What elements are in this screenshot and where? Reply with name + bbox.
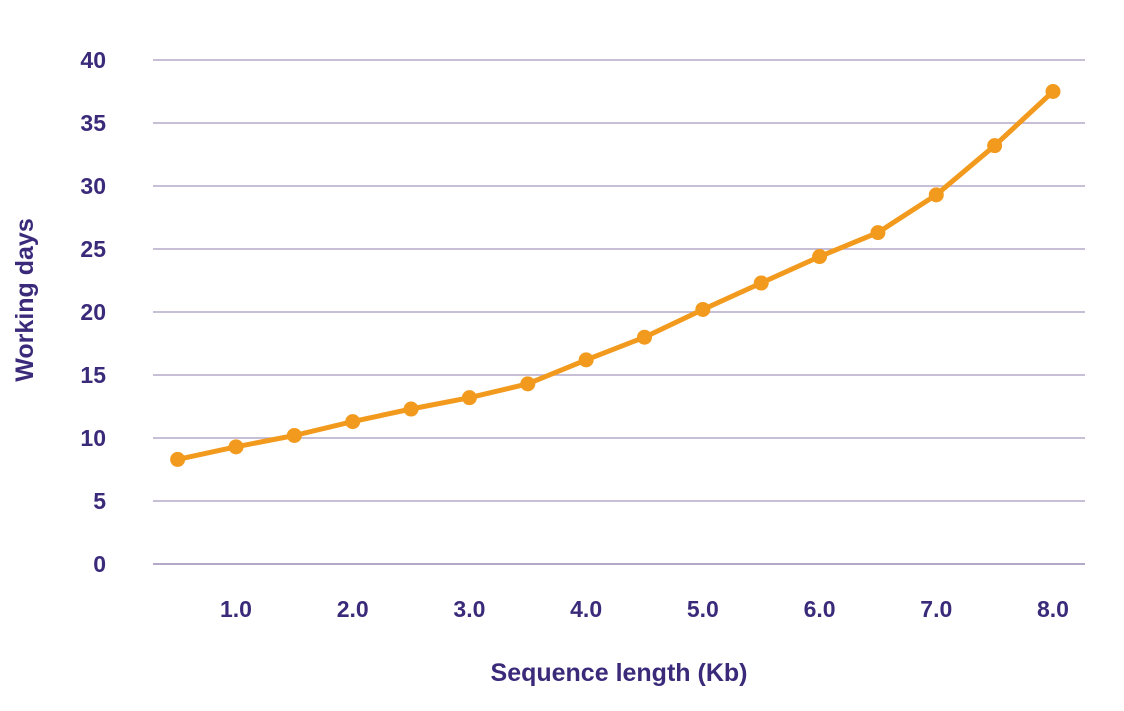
y-tick-label-15: 15: [80, 362, 106, 388]
data-point-5.5: [753, 275, 769, 291]
y-tick-label-40: 40: [80, 47, 106, 73]
x-tick-label-7.0: 7.0: [920, 596, 952, 622]
data-point-2.5: [403, 401, 419, 417]
data-point-2: [345, 414, 361, 430]
y-tick-label-10: 10: [80, 425, 106, 451]
x-tick-label-5.0: 5.0: [687, 596, 719, 622]
data-point-7.5: [987, 138, 1003, 154]
data-point-0.5: [170, 451, 186, 467]
data-point-6: [812, 249, 828, 265]
y-tick-label-35: 35: [80, 110, 106, 136]
x-tick-label-1.0: 1.0: [220, 596, 252, 622]
x-axis-title: Sequence length (Kb): [491, 659, 748, 687]
data-point-6.5: [870, 225, 886, 241]
x-tick-label-6.0: 6.0: [804, 596, 836, 622]
data-point-5: [695, 301, 711, 317]
y-tick-label-25: 25: [80, 236, 106, 262]
data-point-3.5: [520, 376, 536, 392]
y-axis-title: Working days: [11, 218, 39, 381]
y-tick-label-5: 5: [93, 488, 106, 514]
x-axis-ticks: 1.0 2.0 3.0 4.0 5.0 6.0 7.0 8.0: [220, 596, 1069, 622]
x-tick-label-3.0: 3.0: [453, 596, 485, 622]
x-tick-label-8.0: 8.0: [1037, 596, 1069, 622]
data-point-7: [928, 187, 944, 203]
y-tick-label-0: 0: [93, 551, 106, 577]
x-tick-label-4.0: 4.0: [570, 596, 602, 622]
data-point-1.5: [286, 427, 302, 443]
data-point-1: [228, 439, 244, 455]
series-working-days: [170, 84, 1061, 467]
x-tick-label-2.0: 2.0: [337, 596, 369, 622]
y-tick-label-30: 30: [80, 173, 106, 199]
series-line: [175, 89, 1056, 462]
y-axis-ticks: 0 5 10 15 20 25 30 35 40: [80, 47, 106, 577]
data-point-4.5: [637, 329, 652, 345]
grid-lines: [153, 59, 1085, 565]
data-point-8: [1045, 84, 1061, 99]
data-point-3: [461, 390, 477, 406]
data-point-4: [578, 352, 594, 368]
y-tick-label-20: 20: [80, 299, 106, 325]
